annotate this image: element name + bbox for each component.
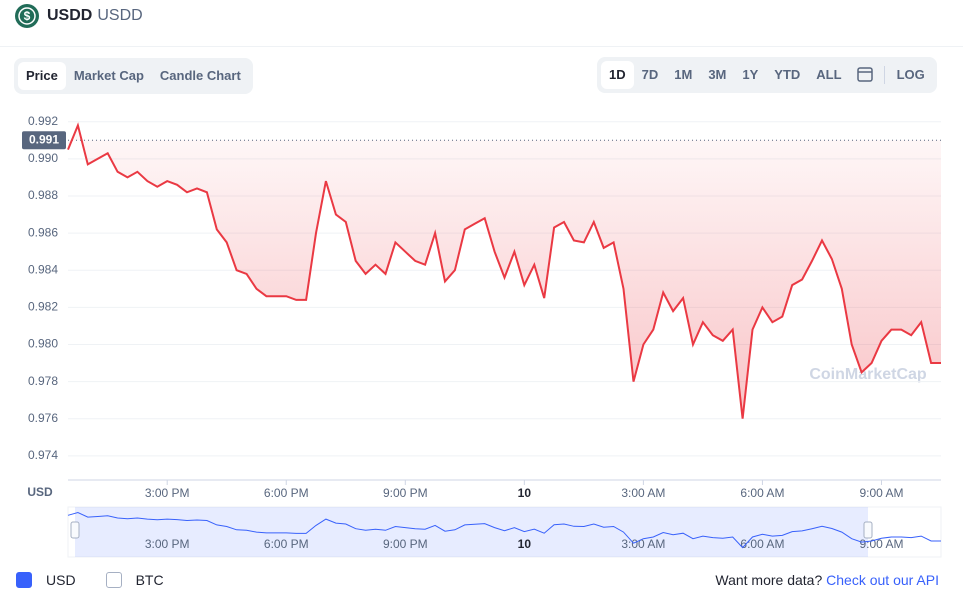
- navigator-tick-label: 9:00 AM: [859, 537, 903, 551]
- navigator-tick-label: 3:00 AM: [621, 537, 665, 551]
- y-tick-label: 0.990: [28, 151, 58, 165]
- separator: [883, 66, 885, 84]
- currency-label: BTC: [135, 572, 164, 588]
- tab-group: Price Market Cap Candle Chart: [14, 58, 253, 94]
- checkbox[interactable]: [16, 572, 32, 588]
- range-button[interactable]: 7D: [641, 67, 659, 82]
- navigator-handle[interactable]: [863, 521, 873, 539]
- x-tick-label: 3:00 PM: [145, 486, 190, 500]
- y-tick-label: 0.984: [28, 262, 58, 276]
- x-tick-label: 9:00 AM: [859, 486, 903, 500]
- divider: [0, 46, 963, 47]
- coin-symbol: USDD: [47, 7, 93, 24]
- x-tick-label: 10: [518, 486, 532, 500]
- api-link[interactable]: Check out our API: [826, 572, 939, 588]
- y-axis-label: USD: [27, 485, 53, 499]
- x-tick-label: 3:00 AM: [621, 486, 665, 500]
- reference-label-box: [22, 131, 66, 150]
- chart: USD CoinMarketCap 0.974 0.976 0.978 0.980 0.…: [22, 114, 942, 558]
- area-fill: [68, 125, 941, 419]
- watermark: CoinMarketCap: [809, 366, 927, 383]
- navigator-tick-label: 6:00 AM: [740, 537, 784, 551]
- y-tick-label: 0.992: [28, 114, 58, 128]
- tab[interactable]: Market Cap: [73, 68, 144, 83]
- x-tick-label: 9:00 PM: [383, 486, 428, 500]
- log-button[interactable]: LOG: [896, 67, 925, 82]
- range-button[interactable]: 1D: [601, 61, 634, 89]
- footer: Want more data? Check out our API: [715, 572, 939, 588]
- calendar-button[interactable]: [850, 65, 880, 85]
- navigator-line: [67, 511, 941, 549]
- currency-toggles: USD BTC: [16, 572, 164, 588]
- y-tick-label: 0.974: [28, 448, 58, 462]
- y-tick-label: 0.980: [28, 337, 58, 351]
- tab[interactable]: Candle Chart: [159, 68, 241, 83]
- price-line: [67, 122, 941, 419]
- x-tick-label: 6:00 AM: [740, 486, 784, 500]
- navigator-tick-label: 9:00 PM: [383, 537, 428, 551]
- reference-label: 0.991: [29, 132, 59, 146]
- checkbox[interactable]: [105, 572, 122, 588]
- y-tick-label: 0.978: [28, 374, 58, 388]
- range-button[interactable]: 1Y: [742, 67, 759, 82]
- navigator-selection: [75, 507, 868, 557]
- y-tick-label: 0.976: [28, 411, 58, 425]
- range-group: 1D 7D 1M 3M 1Y YTD ALL LOG: [597, 57, 937, 93]
- footer-prompt: Want more data?: [715, 572, 823, 588]
- navigator-tick-label: 10: [518, 537, 532, 551]
- currency-label: USD: [46, 572, 76, 588]
- range-button[interactable]: 1M: [674, 67, 693, 82]
- y-tick-label: 0.986: [28, 225, 58, 239]
- range-button[interactable]: YTD: [774, 67, 801, 82]
- navigator-handle[interactable]: [70, 521, 80, 539]
- navigator-tick-label: 3:00 PM: [145, 537, 190, 551]
- coin-icon: $: [15, 4, 39, 28]
- tab[interactable]: Price: [18, 62, 66, 90]
- range-button[interactable]: ALL: [816, 67, 842, 82]
- y-tick-label: 0.982: [28, 300, 58, 314]
- coin-name: USDD: [97, 7, 143, 24]
- svg-text:$: $: [24, 9, 31, 23]
- x-tick-label: 6:00 PM: [264, 486, 309, 500]
- navigator-tick-label: 6:00 PM: [264, 537, 309, 551]
- y-tick-label: 0.988: [28, 188, 58, 202]
- navigator-frame: [67, 506, 942, 558]
- range-button[interactable]: 3M: [708, 67, 727, 82]
- header: $ USDD USDD: [15, 4, 143, 28]
